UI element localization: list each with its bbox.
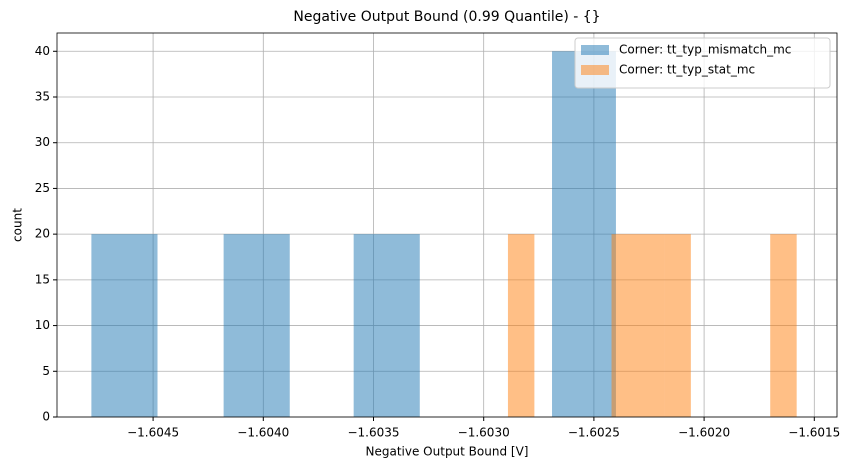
legend-label: Corner: tt_typ_mismatch_mc (619, 43, 791, 57)
bar (637, 234, 665, 417)
x-axis-label: Negative Output Bound [V] (366, 445, 529, 459)
legend-swatch (581, 45, 609, 55)
grid (57, 33, 837, 418)
y-tick-label: 10 (35, 318, 50, 332)
x-tick-label: −1.6015 (788, 426, 840, 440)
x-tick-label: −1.6030 (458, 426, 510, 440)
bar (223, 234, 290, 417)
y-axis-label: count (11, 208, 25, 242)
y-tick-label: 25 (35, 181, 50, 195)
y-tick-label: 35 (35, 90, 50, 104)
chart-title: Negative Output Bound (0.99 Quantile) - … (293, 9, 600, 25)
bar (91, 234, 158, 417)
y-tick-label: 5 (42, 364, 50, 378)
y-tick-label: 40 (35, 44, 50, 58)
bar (770, 234, 797, 417)
y-tick-label: 0 (42, 410, 50, 424)
x-tick-label: −1.6020 (678, 426, 730, 440)
bar (611, 234, 638, 417)
legend: Corner: tt_typ_mismatch_mc Corner: tt_typ… (574, 37, 831, 89)
x-tick-label: −1.6025 (568, 426, 620, 440)
bar (552, 51, 616, 418)
legend-label: Corner: tt_typ_stat_mc (619, 63, 755, 77)
plot-frame (56, 32, 838, 418)
y-tick-label: 30 (35, 135, 50, 149)
x-tick-label: −1.6035 (347, 426, 399, 440)
bar (664, 234, 691, 417)
legend-box (574, 37, 831, 89)
y-tick-label: 15 (35, 272, 50, 286)
legend-swatch (581, 65, 609, 75)
x-tick-label: −1.6040 (237, 426, 289, 440)
bar (507, 234, 535, 417)
bar (353, 234, 420, 417)
x-tick-label: −1.6045 (127, 426, 179, 440)
y-tick-label: 20 (35, 227, 50, 241)
